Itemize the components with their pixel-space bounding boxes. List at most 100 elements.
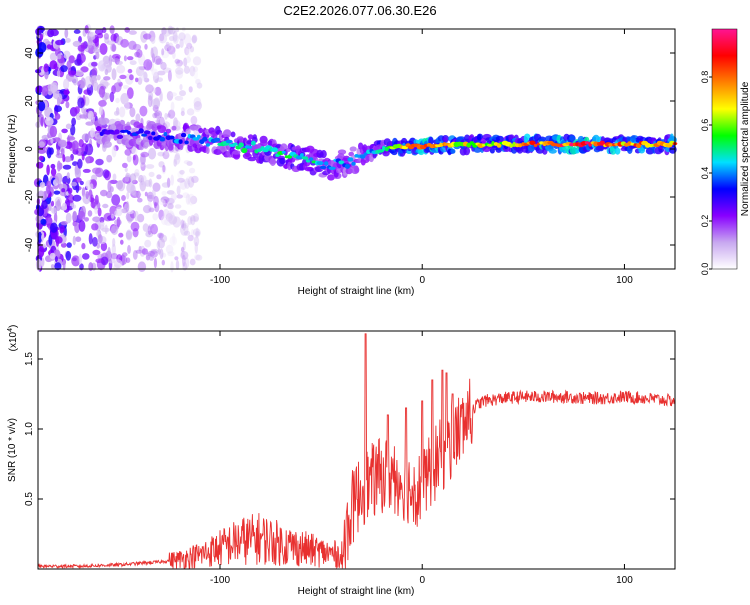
spectrogram-noise-blob	[187, 193, 195, 206]
spectrogram-noise-blob	[158, 209, 165, 221]
spectrogram-ridge-halo	[101, 117, 110, 125]
spectrogram-noise-blob	[62, 164, 72, 170]
spectrogram-noise-blob	[150, 223, 159, 235]
spectrogram-noise-blob	[50, 29, 59, 37]
spectrogram-noise-blob	[57, 139, 67, 148]
colorbar-label: Normalized spectral amplitude	[740, 81, 750, 216]
spectrogram-noise-blob	[152, 213, 159, 221]
spectrogram-noise-blob	[192, 56, 202, 66]
spectrogram-noise-blob	[164, 218, 173, 226]
spectrogram-noise-blob	[100, 256, 109, 266]
spectrogram-noise-blob	[61, 128, 68, 134]
spectrogram-noise-blob	[41, 234, 45, 241]
spectrogram-noise-blob	[46, 44, 52, 50]
spectrogram-noise-blob	[174, 95, 184, 101]
spectrogram-ridge-halo	[463, 146, 471, 156]
spectrogram-noise-blob	[126, 56, 134, 61]
spectrogram-noise-blob	[181, 246, 185, 253]
spectrogram-noise-blob	[54, 262, 62, 271]
spectrogram-noise-blob	[129, 74, 134, 81]
spectrogram-noise-blob	[64, 28, 69, 39]
spectrogram-noise-blob	[145, 84, 154, 93]
spectrogram-noise-blob	[94, 36, 100, 47]
spectrogram-y-tick-label: 20	[24, 95, 35, 107]
spectrogram-noise-blob	[178, 32, 186, 41]
spectrogram-noise-blob	[170, 261, 174, 273]
spectrogram-noise-blob	[132, 228, 139, 238]
spectrogram-ridge-core	[630, 142, 635, 146]
spectrogram-noise-blob	[109, 179, 118, 184]
spectrogram-noise-blob	[121, 195, 126, 201]
spectrogram-noise-blob	[118, 232, 124, 238]
spectrogram-noise-blob	[90, 201, 96, 209]
spectrogram-noise-blob	[92, 236, 98, 247]
spectrogram-noise-blob	[170, 201, 174, 210]
spectrogram-noise-blob	[66, 172, 70, 179]
spectrogram-noise-blob	[139, 105, 148, 117]
colorbar-tick-label: 0.4	[700, 167, 710, 180]
spectrogram-noise-blob	[51, 207, 58, 214]
spectrogram-noise-blob	[193, 236, 200, 247]
spectrogram-noise-blob	[115, 97, 120, 104]
spectrogram-noise-blob	[100, 241, 108, 252]
spectrogram-ridge-halo	[327, 174, 335, 181]
spectrogram-noise-blob	[159, 248, 164, 260]
spectrogram-noise-blob	[99, 105, 104, 116]
spectrogram-ridge-halo	[198, 127, 204, 134]
spectrogram-noise-blob	[87, 110, 94, 121]
spectrogram-x-tick-label: -100	[210, 275, 230, 286]
spectrogram-noise-blob	[49, 52, 58, 61]
spectrogram-noise	[33, 23, 203, 273]
spectrogram-noise-blob	[40, 218, 47, 225]
spectrogram-noise-blob	[144, 43, 148, 50]
spectrogram-noise-blob	[158, 161, 165, 168]
spectrogram-ridge-halo	[213, 148, 222, 155]
spectrogram-noise-blob	[147, 147, 157, 160]
spectrogram-noise-blob	[172, 216, 181, 228]
spectrogram-noise-blob	[37, 190, 45, 198]
spectrogram-noise-blob	[191, 34, 198, 43]
spectrogram-noise-blob	[132, 154, 139, 166]
spectrogram-noise-blob	[168, 109, 176, 119]
spectrogram-noise-blob	[194, 241, 198, 254]
spectrogram-noise-blob	[50, 163, 56, 169]
spectrogram-noise-blob	[186, 42, 193, 50]
spectrogram-ridge-core	[319, 165, 327, 170]
spectrogram-noise-blob	[77, 210, 86, 221]
spectrogram-noise-blob	[127, 68, 133, 74]
spectrogram-ridge-core	[225, 139, 233, 144]
spectrogram-noise-blob	[71, 117, 76, 127]
spectrogram-ridge-core	[382, 145, 386, 151]
spectrogram-noise-blob	[176, 185, 181, 196]
spectrogram-noise-blob	[185, 176, 192, 184]
spectrogram-noise-blob	[127, 244, 131, 254]
spectrogram-noise-blob	[104, 92, 111, 100]
spectrogram-noise-blob	[172, 34, 179, 44]
spectrogram-ridge-core	[163, 132, 168, 137]
spectrogram-y-ticks: -40 -20 0 20 40	[24, 47, 675, 252]
spectrogram-noise-blob	[166, 45, 176, 55]
spectrogram-noise-blob	[77, 97, 85, 109]
spectrogram-noise-blob	[109, 186, 114, 193]
spectrogram-noise-blob	[55, 172, 63, 184]
spectrogram-ridge-core	[143, 130, 151, 135]
spectrogram-noise-blob	[56, 160, 61, 172]
spectrogram-noise-blob	[113, 82, 122, 93]
spectrogram-noise-blob	[74, 69, 84, 77]
spectrogram-noise-blob	[165, 197, 175, 205]
spectrogram-noise-blob	[71, 255, 81, 267]
spectrogram-noise-blob	[97, 234, 103, 244]
spectrogram-noise-blob	[39, 181, 46, 188]
snr-plot-area	[38, 331, 675, 569]
spectrogram-noise-blob	[99, 216, 105, 224]
spectrogram-noise-blob	[166, 177, 171, 188]
spectrogram-noise-blob	[112, 173, 117, 181]
spectrogram-noise-blob	[175, 27, 180, 33]
spectrogram-noise-blob	[124, 101, 130, 111]
spectrogram-noise-blob	[172, 232, 176, 244]
spectrogram-noise-blob	[126, 154, 132, 163]
spectrogram-ridge-core	[377, 149, 385, 153]
spectrogram-noise-blob	[59, 225, 65, 233]
snr-x-ticks: -100 0 100	[210, 331, 633, 586]
spectrogram-noise-blob	[54, 113, 61, 120]
